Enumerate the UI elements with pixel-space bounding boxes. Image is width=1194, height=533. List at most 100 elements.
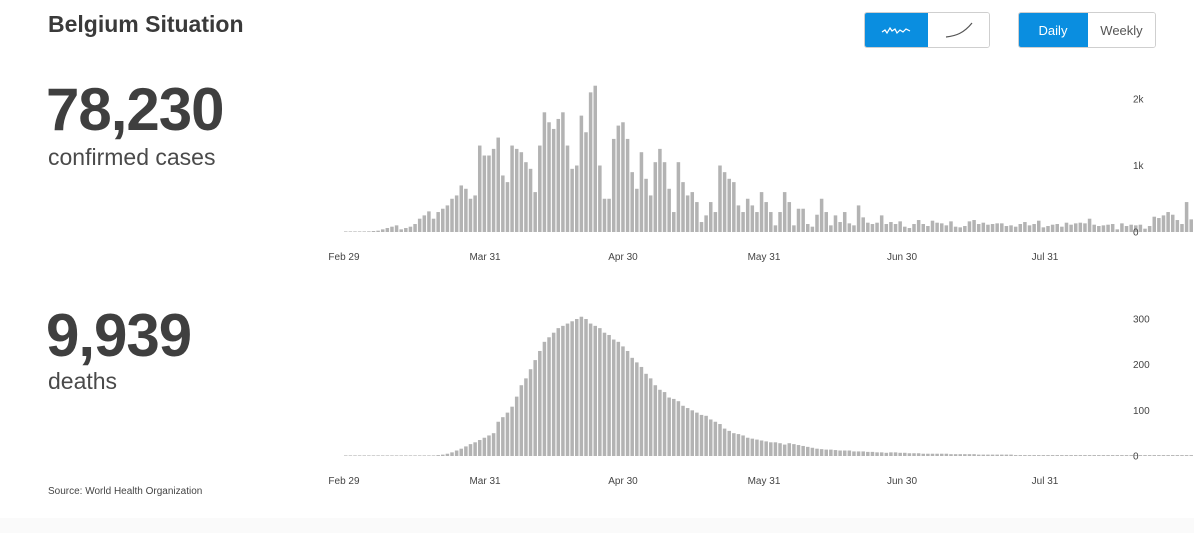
cases-bar [690, 192, 695, 232]
weekly-button[interactable]: Weekly [1087, 13, 1155, 47]
deaths-bar [1161, 455, 1166, 456]
deaths-bar [1134, 455, 1138, 456]
deaths-bar [514, 396, 519, 456]
deaths-bar [953, 454, 958, 456]
cases-bar [635, 188, 639, 233]
cases-bar [1138, 224, 1143, 233]
deaths-bar [1055, 455, 1059, 456]
deaths-bar [630, 357, 634, 456]
deaths-bar [635, 362, 639, 456]
cases-bar [648, 195, 653, 233]
deaths-x-tick-label: Mar 31 [469, 476, 501, 487]
footer-band [0, 518, 1194, 533]
deaths-bar [1110, 455, 1115, 456]
cumulative-scale-button[interactable] [927, 13, 989, 47]
deaths-bar [944, 453, 949, 456]
chart-scale-toggle [864, 12, 990, 48]
cases-bar [1152, 216, 1157, 232]
cases-bar [570, 168, 574, 232]
deaths-bar [422, 455, 427, 456]
deaths-bar [653, 385, 658, 456]
deaths-x-tick-label: Jun 30 [887, 476, 917, 487]
deaths-bar [778, 443, 782, 456]
cases-bar [981, 222, 986, 232]
deaths-bar [1147, 455, 1152, 456]
deaths-bar [699, 414, 704, 456]
cases-bar [547, 122, 551, 232]
cases-bar [1170, 214, 1175, 232]
deaths-total: 9,939 [46, 302, 192, 369]
cases-bar [995, 223, 999, 232]
cases-bar [519, 152, 524, 232]
cases-bar [986, 224, 990, 233]
deaths-bar [570, 321, 574, 456]
page-title: Belgium Situation [48, 11, 244, 37]
cases-bar [916, 220, 921, 232]
deaths-bar [1009, 454, 1013, 456]
cases-bar [1083, 223, 1087, 232]
deaths-bar [1064, 455, 1069, 456]
cases-bar [773, 225, 778, 232]
cases-bar [394, 225, 399, 232]
cases-bar [672, 212, 676, 232]
linear-scale-button[interactable] [865, 13, 927, 47]
cases-bar [806, 224, 810, 232]
deaths-bar [741, 435, 745, 456]
cases-bar [1078, 222, 1083, 232]
deaths-bar [644, 373, 648, 456]
deaths-bar [556, 328, 561, 456]
cases-bar [436, 212, 440, 232]
cases-bar [1175, 220, 1180, 232]
deaths-bar [639, 366, 644, 456]
deaths-bar [1092, 455, 1096, 456]
cases-bar [399, 229, 403, 232]
cases-bar [819, 198, 824, 232]
deaths-bar [1013, 455, 1018, 456]
deaths-bar [847, 450, 852, 456]
cases-bar [644, 178, 648, 232]
deaths-bar [829, 449, 833, 456]
deaths-bar [1138, 455, 1143, 456]
deaths-bar [417, 455, 422, 456]
cases-bar [810, 226, 815, 232]
cases-bar [866, 222, 870, 232]
cases-bar [653, 162, 658, 233]
cases-bar [796, 208, 801, 232]
cases-bar [367, 231, 371, 233]
deaths-bar [487, 435, 491, 456]
deaths-bar [764, 441, 768, 456]
deaths-bar [1069, 455, 1073, 456]
deaths-bar [889, 452, 893, 456]
cases-bar [847, 223, 852, 232]
deaths-bar [394, 455, 399, 456]
cases-bar [912, 224, 916, 232]
cases-bar [390, 226, 394, 232]
deaths-bar [436, 455, 440, 456]
cases-bar [584, 132, 588, 232]
cases-bar [616, 125, 621, 232]
deaths-bar [875, 452, 879, 456]
deaths-bar [376, 455, 380, 456]
daily-button[interactable]: Daily [1019, 13, 1087, 47]
deaths-bar [667, 397, 671, 456]
cases-bar [838, 222, 842, 233]
cases-bar [431, 218, 436, 232]
cases-bar [1124, 226, 1129, 232]
cases-bar [1087, 218, 1092, 232]
cases-bar [889, 222, 893, 233]
cases-bar [893, 224, 898, 232]
cases-bar [722, 172, 727, 232]
cases-x-tick-label: May 31 [748, 252, 781, 263]
cases-bar [685, 195, 690, 233]
cases-bar [362, 231, 366, 232]
cases-bar [348, 231, 353, 232]
deaths-bar [806, 446, 810, 456]
deaths-bar [464, 446, 468, 456]
cases-bar [404, 228, 408, 232]
cases-bar [625, 138, 630, 232]
deaths-bar [708, 419, 713, 456]
cases-bar [496, 137, 500, 232]
cases-bar [371, 231, 376, 232]
cases-bar [445, 205, 450, 232]
cases-bar [1050, 224, 1055, 233]
